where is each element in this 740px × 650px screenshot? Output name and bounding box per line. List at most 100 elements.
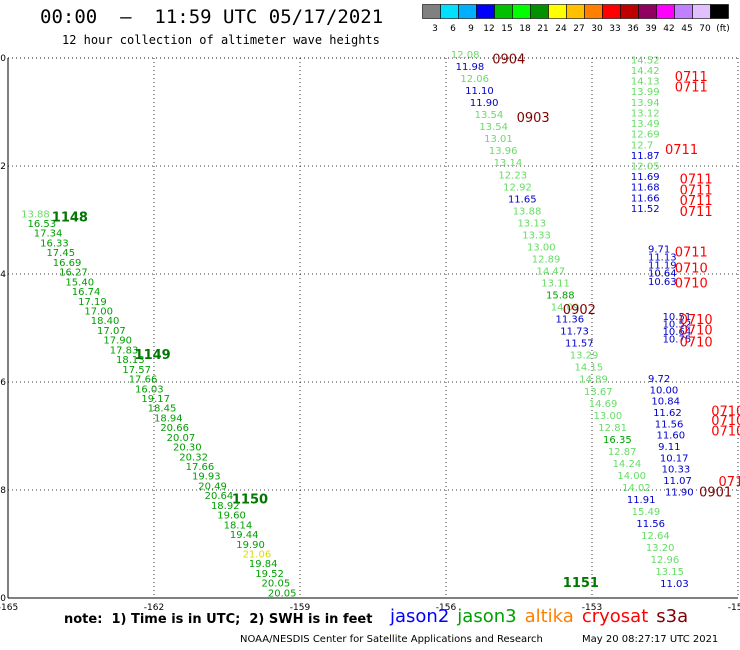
swh-value: 13.33	[522, 230, 551, 241]
swh-value: 9.72	[648, 374, 670, 385]
swh-value: 10.51	[663, 312, 692, 323]
pass-time-label: 1151	[563, 576, 599, 591]
pass-time-label: 0710	[711, 414, 740, 429]
page-title: 00:00 – 11:59 UTC 05/17/2021	[40, 6, 384, 28]
x-tick-label: -159	[290, 603, 311, 613]
pass-time-label: 1148	[52, 210, 88, 225]
legend-altika: altika	[524, 606, 574, 627]
swh-value: 12.87	[608, 447, 637, 458]
swh-value: 20.64	[205, 491, 234, 502]
colorbar-label: 70	[699, 24, 711, 32]
pass-time-label: 0711	[680, 205, 713, 220]
swh-value: 9.71	[648, 244, 670, 255]
swh-value: 11.57	[565, 339, 594, 350]
swh-value: 11.90	[470, 98, 499, 109]
swh-value: 14.24	[613, 459, 642, 470]
legend-s3a: s3a	[656, 606, 689, 627]
pass-time-label: 0711	[665, 143, 698, 158]
credit-line: NOAA/NESDIS Center for Satellite Applica…	[240, 634, 543, 645]
swh-value: 14.42	[631, 66, 660, 77]
swh-value: 11.56	[655, 419, 684, 430]
swh-value: 11.10	[465, 86, 494, 97]
swh-value: 19.84	[249, 559, 278, 570]
swh-value: 16.33	[40, 238, 69, 249]
swh-value: 11.66	[631, 193, 660, 204]
y-tick-label: -58	[0, 486, 6, 496]
swh-value: 14.02	[622, 483, 651, 494]
y-tick-label: -52	[0, 162, 6, 172]
swh-value: 14.00	[617, 471, 646, 482]
swh-value: 10.33	[662, 465, 691, 476]
swh-value: 11.98	[456, 62, 485, 73]
x-tick-label: -165	[0, 603, 18, 613]
swh-value: 13.15	[655, 567, 684, 578]
swh-value: 18.13	[116, 355, 145, 366]
pass-time-label: 0711	[680, 183, 713, 198]
swh-value: 19.60	[217, 511, 246, 522]
swh-value: 11.62	[653, 408, 682, 419]
colorbar-label: 33	[609, 24, 620, 32]
swh-value: 19.52	[255, 569, 284, 580]
swh-value: 11.65	[508, 194, 537, 205]
swh-value: 11.13	[648, 253, 677, 264]
x-tick-label: -150	[728, 603, 740, 613]
swh-value: 18.14	[224, 520, 253, 531]
swh-value: 12.06	[460, 74, 489, 85]
satellite-legend: jason2 jason3 altika cryosat s3a	[390, 606, 696, 627]
pass-time-label: 0904	[492, 53, 525, 68]
swh-value: 12.64	[641, 531, 670, 542]
swh-value: 17.90	[103, 336, 132, 347]
swh-value: 20.49	[198, 481, 227, 492]
x-tick-label: -153	[582, 603, 602, 613]
swh-value: 14.69	[589, 399, 618, 410]
pass-time-label: 0901	[699, 486, 732, 501]
pass-time-label: 0710	[675, 262, 708, 277]
swh-value: 11.56	[636, 519, 665, 530]
swh-value: 11.07	[663, 476, 692, 487]
swh-value: 21.06	[243, 550, 272, 561]
generated-timestamp: May 20 08:27:17 UTC 2021	[582, 634, 719, 645]
y-tick-label: -50	[0, 54, 6, 64]
swh-value: 11.87	[631, 151, 660, 162]
swh-value: 14.52	[631, 55, 660, 66]
swh-value: 11.91	[627, 495, 656, 506]
swh-value: 11.60	[656, 431, 685, 442]
swh-value: 12.69	[631, 130, 660, 141]
pass-time-label: 0710	[711, 425, 740, 440]
swh-value: 15.40	[65, 277, 94, 288]
swh-value: 15.49	[632, 507, 661, 518]
swh-value: 14.47	[536, 266, 565, 277]
swh-value: 13.12	[631, 108, 660, 119]
swh-value: 18.94	[154, 413, 183, 424]
colorbar-label: 24	[555, 24, 567, 32]
swh-value: 20.32	[179, 452, 208, 463]
y-tick-label: -60	[0, 594, 6, 604]
swh-value: 18.40	[91, 316, 120, 327]
y-tick-label: -54	[0, 270, 6, 280]
swh-value: 17.83	[110, 345, 139, 356]
colorbar-label: 45	[681, 24, 692, 32]
swh-value: 14.13	[631, 77, 660, 88]
swh-value: 11.19	[648, 261, 677, 272]
swh-value: 14.09	[551, 303, 580, 314]
pass-time-label: 1149	[135, 348, 171, 363]
pass-time-label: 0710	[719, 475, 740, 490]
colorbar-swatch	[710, 4, 729, 19]
swh-value: 13.54	[479, 122, 508, 133]
swh-value: 20.07	[167, 433, 196, 444]
swh-value: 13.00	[594, 411, 623, 422]
swh-value: 14.15	[575, 363, 604, 374]
swh-value: 12.05	[631, 161, 660, 172]
swh-value: 16.35	[603, 435, 632, 446]
pass-time-label: 0710	[675, 277, 708, 292]
swh-value: 13.49	[631, 119, 660, 130]
legend-jason3: jason3	[457, 606, 517, 627]
swh-value: 10.64	[648, 269, 677, 280]
colorbar-label: 21	[537, 24, 548, 32]
swh-value: 10.17	[660, 453, 689, 464]
colorbar-label: 9	[468, 24, 474, 32]
swh-value: 12.89	[532, 254, 561, 265]
swh-value: 15.88	[546, 291, 575, 302]
swh-value: 13.14	[494, 158, 523, 169]
swh-value: 16.03	[135, 384, 164, 395]
